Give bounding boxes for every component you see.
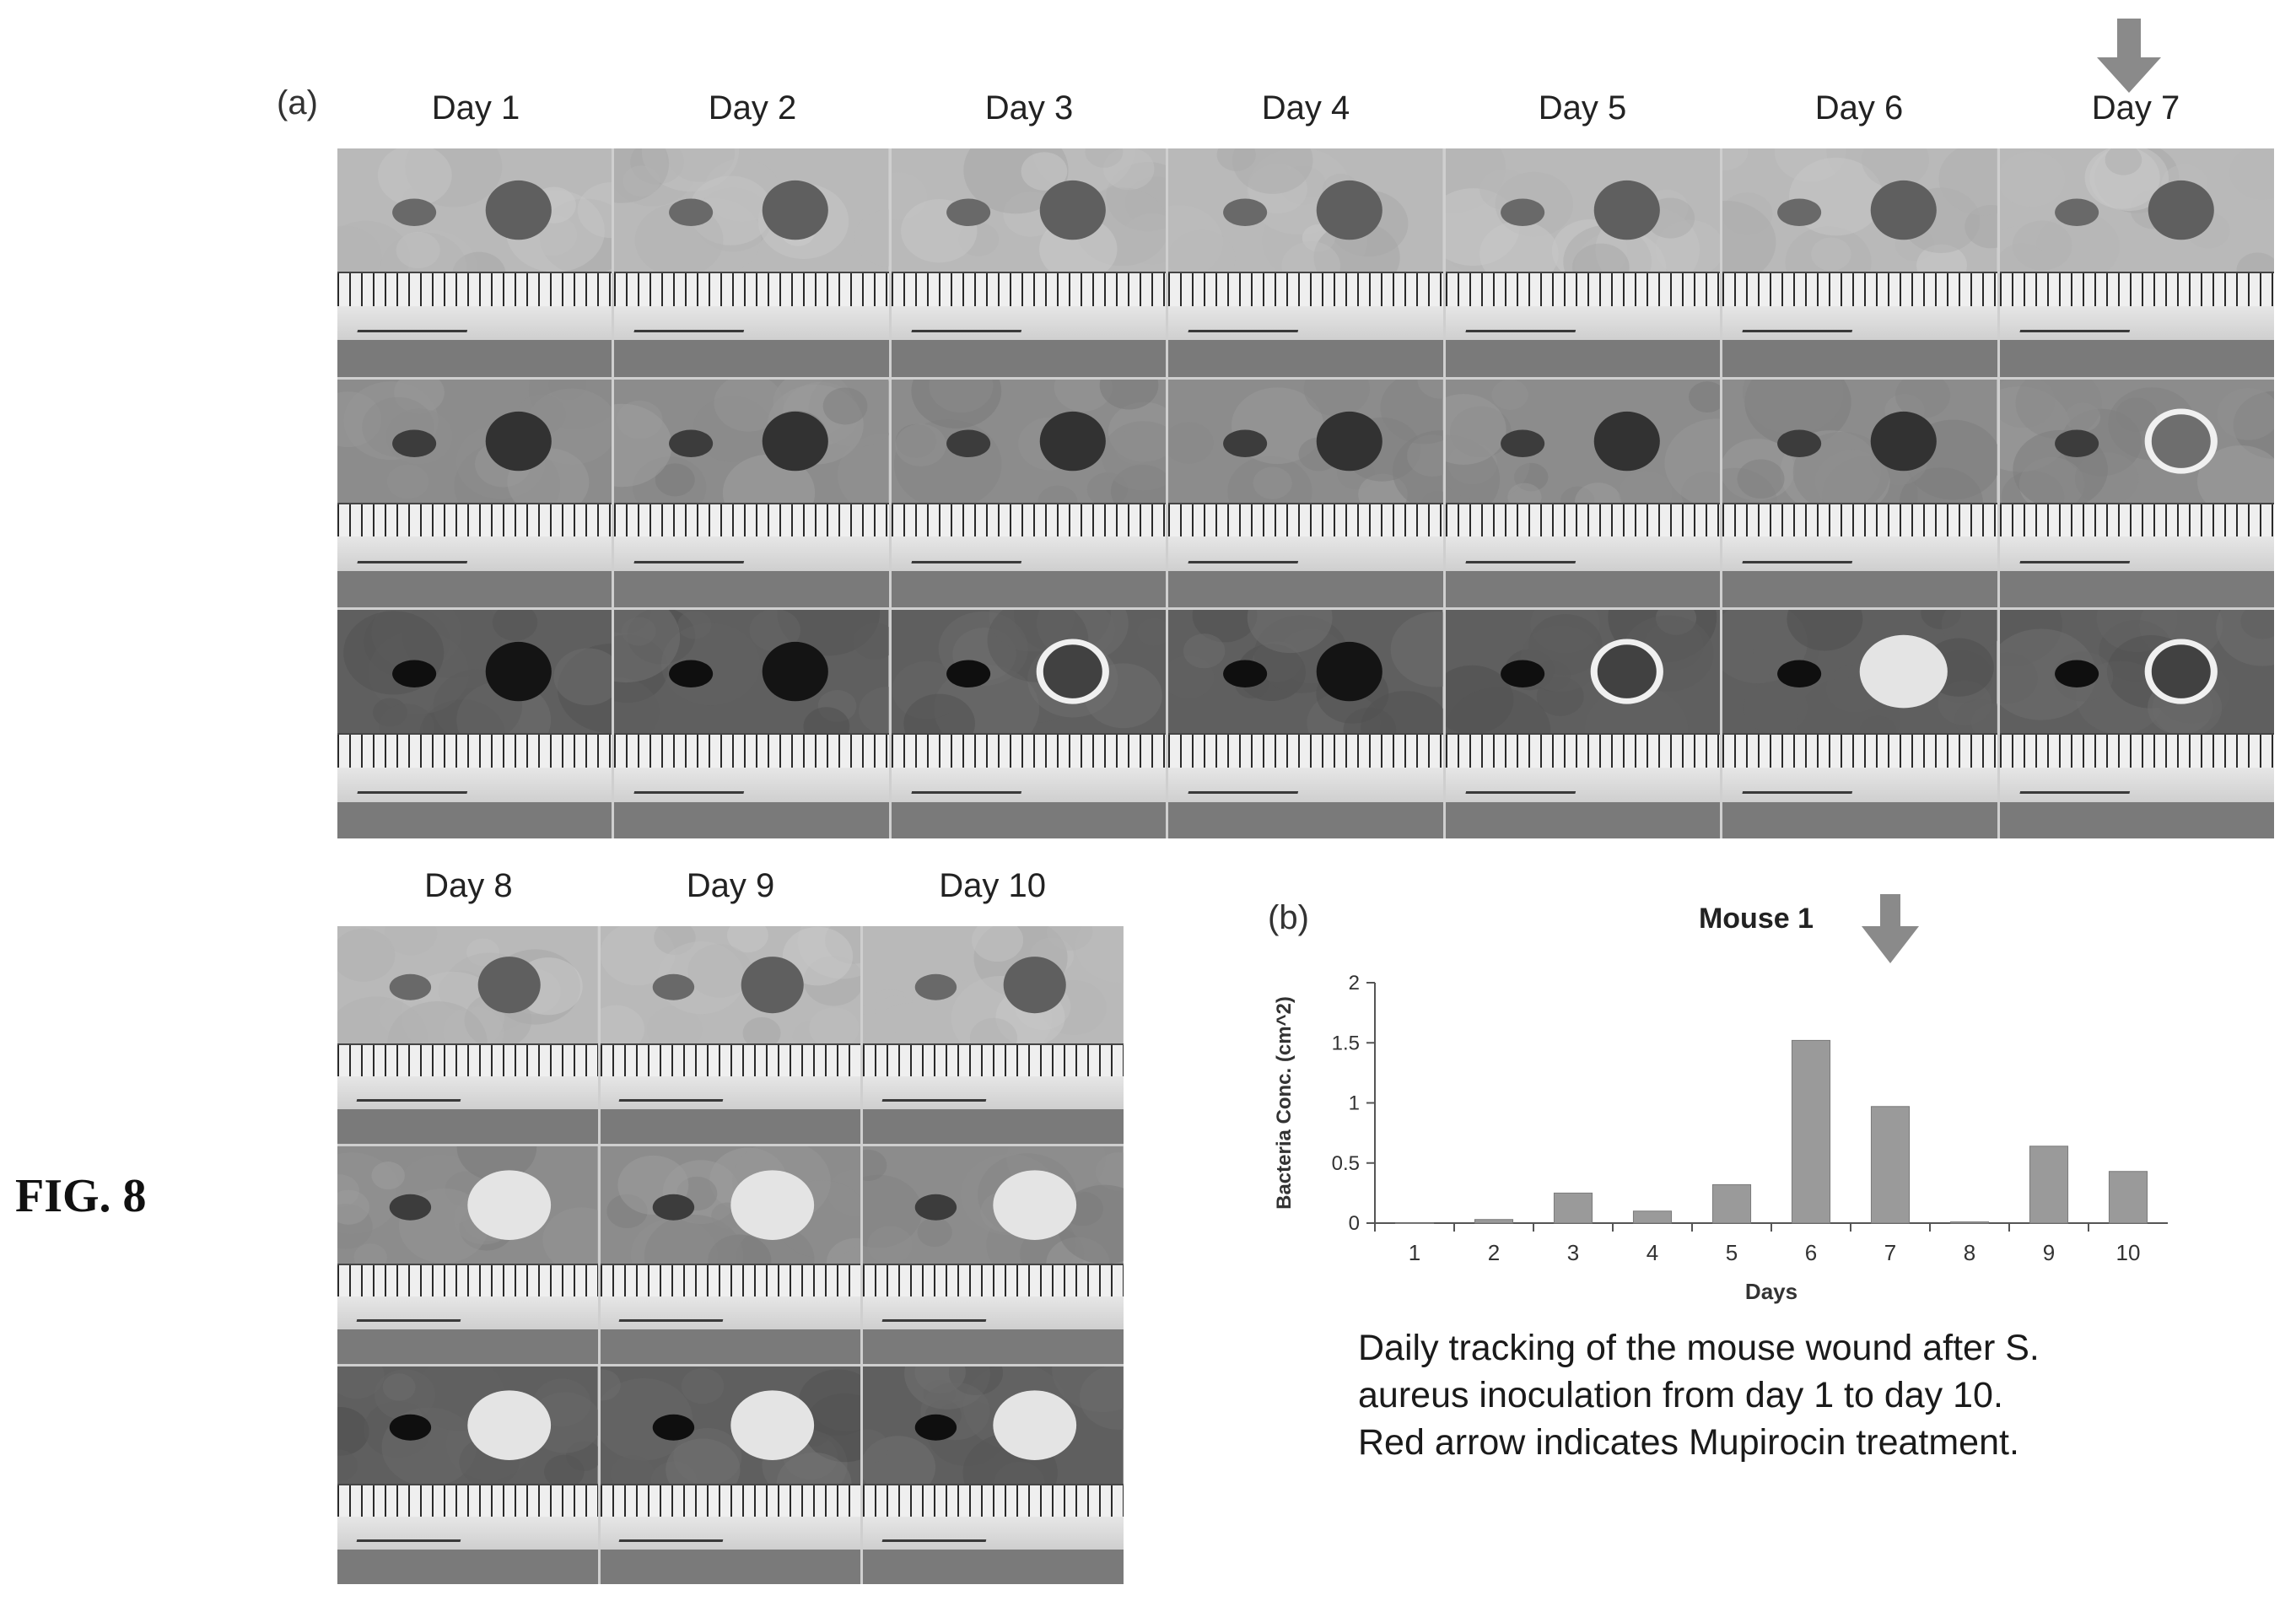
photo-grid-day1-7	[337, 148, 2274, 838]
photo-grid-day8-10	[337, 926, 1124, 1584]
y-tick-label-3: 1.5	[1332, 1032, 1360, 1054]
treatment-arrow-icon	[1862, 894, 1919, 963]
wound-photo	[600, 926, 861, 1144]
caption-line-2: aureus inoculation from day 1 to day 10.	[1358, 1375, 2003, 1415]
day-label-2: Day 2	[708, 89, 797, 127]
wound-photo	[863, 926, 1124, 1144]
wound-photo	[1999, 379, 2274, 608]
x-tick-label-6: 6	[1805, 1240, 1817, 1265]
wound-photo	[337, 1146, 598, 1364]
wound-photo	[1722, 610, 1997, 838]
bar-day-7	[1870, 1106, 1911, 1224]
x-tick-label-3: 3	[1567, 1240, 1579, 1265]
treatment-arrow-icon	[2097, 19, 2161, 93]
day-late-label-2: Day 9	[686, 867, 775, 904]
bacteria-bar-chart: Mouse 1 0 0.5 1 1.5 2 Bacteria Conc. (cm^2) 1 2 3…	[1273, 894, 2168, 1304]
wound-photo	[337, 926, 598, 1144]
wound-photo	[863, 1367, 1124, 1584]
day-label-6: Day 6	[1814, 89, 1904, 127]
y-tick-label-0: 0	[1349, 1212, 1360, 1235]
panel-b-letter: (b)	[1268, 899, 1309, 936]
caption-line-3: Red arrow indicates Mupirocin treatment.	[1358, 1422, 2019, 1463]
bar-day-8	[1949, 1221, 1990, 1224]
y-axis-label: Bacteria Conc. (cm^2)	[1273, 996, 1296, 1210]
bar-day-10	[2108, 1171, 2148, 1224]
chart-title: Mouse 1	[1699, 903, 1814, 935]
wound-photo	[1999, 610, 2274, 838]
wound-photo	[863, 1146, 1124, 1364]
y-tick-label-2: 1	[1349, 1092, 1360, 1115]
wound-photo	[1168, 610, 1443, 838]
x-tick-label-4: 4	[1647, 1240, 1658, 1265]
figure-caption: Daily tracking of the mouse wound after …	[1358, 1324, 2286, 1466]
bar-day-3	[1553, 1192, 1593, 1224]
x-tick-label-2: 2	[1488, 1240, 1500, 1265]
figure-label: FIG. 8	[15, 1170, 147, 1222]
y-tick-label-4: 2	[1349, 972, 1360, 995]
wound-photo	[600, 1146, 861, 1364]
wound-photo	[891, 148, 1167, 377]
wound-photo	[614, 379, 889, 608]
bar-day-4	[1632, 1210, 1673, 1224]
x-tick-label-7: 7	[1884, 1240, 1896, 1265]
wound-photo	[1168, 379, 1443, 608]
wound-photo	[1722, 379, 1997, 608]
bar-day-1	[1394, 1222, 1435, 1224]
x-tick-label-5: 5	[1726, 1240, 1738, 1265]
wound-photo	[1168, 148, 1443, 377]
day-label-3: Day 3	[984, 89, 1074, 127]
x-tick-label-8: 8	[1964, 1240, 1975, 1265]
wound-photo	[614, 610, 889, 838]
wound-photo	[1445, 148, 1721, 377]
bar-day-6	[1791, 1039, 1831, 1224]
day-label-5: Day 5	[1538, 89, 1627, 127]
wound-photo	[614, 148, 889, 377]
wound-photo	[600, 1367, 861, 1584]
caption-line-1: Daily tracking of the mouse wound after …	[1358, 1328, 2040, 1368]
day-label-7: Day 7	[2091, 89, 2180, 127]
wound-photo	[1722, 148, 1997, 377]
bar-day-2	[1474, 1219, 1514, 1224]
day-late-label-3: Day 10	[939, 867, 1047, 904]
wound-photo	[337, 379, 612, 608]
wound-photo	[337, 610, 612, 838]
wound-photo	[1445, 379, 1721, 608]
bar-day-5	[1711, 1183, 1752, 1224]
wound-photo	[1445, 610, 1721, 838]
x-tick-label-1: 1	[1409, 1240, 1420, 1265]
y-tick-label-1: 0.5	[1332, 1152, 1360, 1175]
wound-photo	[337, 1367, 598, 1584]
wound-photo	[891, 610, 1167, 838]
wound-photo	[891, 379, 1167, 608]
day-label-4: Day 4	[1261, 89, 1350, 127]
day-late-label-1: Day 8	[424, 867, 513, 904]
x-axis-label: Days	[1745, 1279, 1797, 1304]
wound-photo	[337, 148, 612, 377]
wound-photo	[1999, 148, 2274, 377]
x-tick-label-10: 10	[2116, 1240, 2141, 1265]
bar-day-9	[2029, 1145, 2069, 1224]
day-label-1: Day 1	[431, 89, 520, 127]
x-tick-label-9: 9	[2043, 1240, 2055, 1265]
panel-a-letter: (a)	[277, 84, 318, 121]
